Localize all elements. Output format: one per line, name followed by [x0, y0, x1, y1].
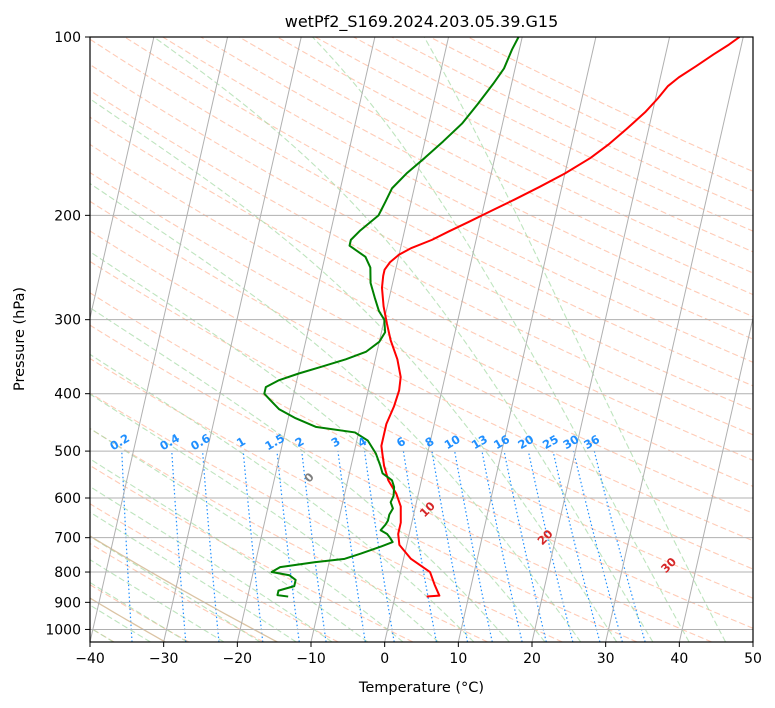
- mixing-ratio-line: [503, 450, 547, 642]
- x-axis: −40 −30 −20 −10 0 10 20 30 40 50: [75, 642, 762, 667]
- y-tick-label: 200: [54, 208, 81, 224]
- mixing-ratio-line: [363, 451, 395, 642]
- y-tick-label: 100: [54, 30, 81, 46]
- x-tick-label: 0: [380, 651, 389, 667]
- dry-adiabat: [90, 357, 638, 642]
- y-axis: 100 200 300 400 500 600 700 800 900 1000: [45, 30, 90, 638]
- dry-adiabat: [90, 171, 753, 514]
- moist-adiabat: [90, 393, 439, 642]
- theta-curve: [90, 535, 278, 642]
- moist-adiabat: [153, 37, 654, 642]
- x-axis-title: Temperature (°C): [358, 680, 484, 696]
- temperature-profile-line: [380, 37, 741, 598]
- dry-adiabat: [90, 392, 563, 642]
- mixing-ratio-label: 25: [540, 432, 561, 452]
- isotherm-grid-line: [384, 37, 523, 642]
- y-tick-label: 800: [54, 565, 81, 581]
- isotherm-grid-line: [236, 37, 376, 642]
- mixing-ratio-line: [171, 451, 187, 642]
- mixing-ratio-line: [552, 450, 601, 642]
- mixing-ratio-line: [454, 450, 493, 642]
- mixing-ratio-line: [481, 450, 523, 642]
- dry-adiabat: [90, 292, 753, 629]
- mixing-ratio-line: [572, 450, 623, 642]
- x-tick-label: −20: [223, 651, 253, 667]
- x-tick-label: 20: [523, 651, 541, 667]
- x-tick-label: −40: [75, 651, 105, 667]
- dry-adiabat: [90, 63, 753, 411]
- mixing-ratio-line: [242, 451, 264, 642]
- chart-title: wetPf2_S169.2024.203.05.39.G15: [285, 12, 559, 32]
- mixing-ratio-label: 10: [442, 432, 463, 452]
- y-tick-label: 1000: [45, 622, 81, 638]
- moist-adiabat: [90, 511, 297, 642]
- x-tick-label: 10: [449, 651, 467, 667]
- sounding-profiles: [263, 37, 741, 598]
- x-tick-label: 40: [670, 651, 688, 667]
- y-tick-label: 700: [54, 531, 81, 547]
- mixing-ratio-line: [337, 451, 366, 642]
- mixing-ratio-label: 30: [561, 432, 582, 452]
- mixing-ratio-label: 13: [469, 432, 490, 452]
- x-tick-label: −10: [296, 651, 326, 667]
- moist-adiabat: [90, 485, 333, 642]
- x-tick-label: 30: [597, 651, 615, 667]
- y-tick-label: 400: [54, 387, 81, 403]
- moist-adiabat: [90, 307, 510, 642]
- moist-adiabat: [90, 98, 618, 642]
- dry-adiabat: [90, 584, 190, 642]
- x-tick-label: 50: [744, 651, 762, 667]
- mixing-ratio-line: [301, 451, 327, 642]
- mixing-ratio-label: 16: [491, 432, 512, 452]
- background-lines: [90, 37, 753, 642]
- mixing-ratio-line: [527, 450, 574, 642]
- isotherm-grid-line: [678, 315, 753, 642]
- y-tick-label: 500: [54, 444, 81, 460]
- dry-adiabat: [90, 428, 488, 642]
- isotherm-grid-line: [605, 37, 744, 642]
- dry-adiabat: [90, 116, 753, 461]
- moist-adiabat: [312, 37, 690, 642]
- mixing-ratio-label: 20: [515, 432, 536, 452]
- dry-adiabat: [90, 89, 753, 436]
- dry-adiabat: [200, 37, 753, 318]
- y-tick-label: 600: [54, 491, 81, 507]
- x-tick-label: −30: [149, 651, 179, 667]
- isotherm-grid-line: [163, 37, 302, 642]
- isotherm-grid-line: [531, 37, 671, 642]
- dry-adiabat: [90, 260, 753, 599]
- mixing-ratio-line: [202, 451, 220, 642]
- isotherm-grid-line: [457, 37, 597, 642]
- moist-adiabat: [90, 251, 546, 642]
- plot-frame: [89, 36, 754, 643]
- mixing-ratio-label: 36: [581, 432, 602, 452]
- theta-curve: [90, 597, 166, 642]
- dry-adiabat: [90, 143, 753, 487]
- moist-adiabat: [90, 458, 368, 642]
- dry-adiabat: [90, 200, 753, 542]
- dry-adiabat: [90, 503, 339, 642]
- isotherm-grid-line: [90, 37, 229, 642]
- isotherm-grid-line: [90, 37, 155, 321]
- y-axis-title: Pressure (hPa): [12, 287, 28, 391]
- y-tick-label: 300: [54, 313, 81, 329]
- dewpoint-profile-line: [263, 37, 520, 598]
- dry-adiabat: [90, 38, 753, 387]
- dry-adiabat: [124, 37, 753, 363]
- y-tick-label: 900: [54, 595, 81, 611]
- mixing-ratio-line: [276, 451, 300, 642]
- moist-adiabat: [423, 37, 727, 642]
- moist-adiabat: [90, 427, 404, 642]
